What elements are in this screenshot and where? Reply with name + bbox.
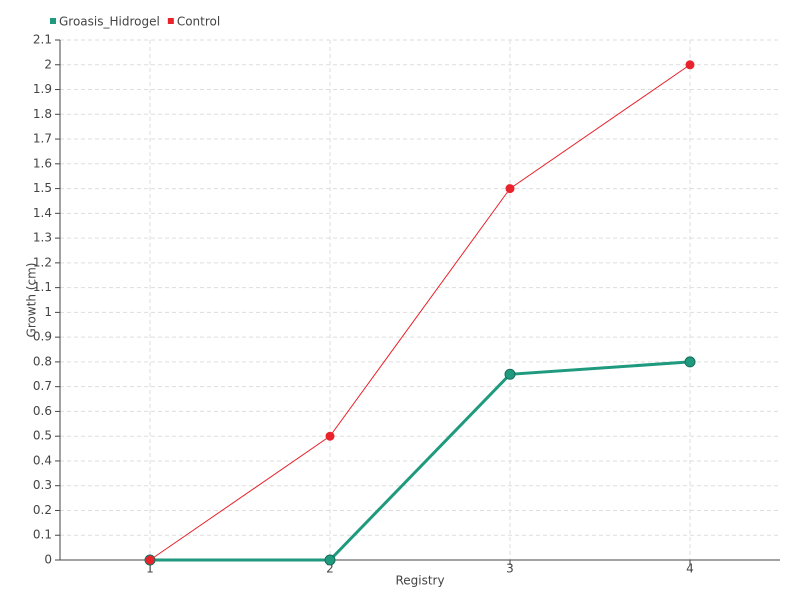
y-tick-label: 2.1 (33, 33, 52, 47)
y-tick-label: 0.5 (33, 429, 52, 443)
series-line (150, 360, 691, 562)
series-line (149, 64, 691, 561)
data-point (145, 555, 155, 565)
y-tick-label: 1.4 (33, 206, 52, 220)
y-tick-label: 1.1 (33, 280, 52, 294)
y-tick-label: 0.8 (33, 354, 52, 368)
data-point (324, 554, 336, 566)
y-tick-label: 1.5 (33, 181, 52, 195)
data-point (685, 60, 695, 70)
legend-label: Groasis_Hidrogel (59, 15, 160, 29)
legend-swatch (167, 18, 174, 24)
y-tick-label: 1.3 (33, 231, 52, 245)
y-tick-label: 0.2 (33, 503, 52, 517)
data-point (325, 431, 335, 441)
x-axis-label: Registry (395, 574, 444, 588)
y-tick-label: 0.1 (33, 528, 52, 542)
y-tick-label: 1 (44, 305, 52, 319)
y-tick-label: 0.3 (33, 478, 52, 492)
y-tick-label: 1.9 (33, 82, 52, 96)
y-tick-label: 1.6 (33, 156, 52, 170)
y-tick-label: 0.4 (33, 453, 52, 467)
y-tick-label: 0 (44, 553, 52, 567)
legend-label: Control (177, 15, 220, 29)
legend-swatch (50, 18, 56, 24)
y-tick-label: 0.6 (33, 404, 52, 418)
y-tick-label: 0.9 (33, 330, 52, 344)
x-tick-label: 2 (326, 562, 334, 576)
y-tick-label: 1.7 (33, 132, 52, 146)
y-tick-label: 0.7 (33, 379, 52, 393)
y-tick-label: 1.8 (33, 107, 52, 121)
data-point (504, 368, 516, 380)
data-point (505, 184, 515, 194)
x-tick-label: 1 (146, 562, 154, 576)
x-tick-label: 3 (506, 562, 514, 576)
y-axis-label: Growth (cm) (25, 263, 39, 338)
y-tick-label: 2 (44, 57, 52, 71)
data-point (684, 356, 696, 368)
y-tick-label: 1.2 (33, 255, 52, 269)
x-tick-label: 4 (686, 562, 694, 576)
